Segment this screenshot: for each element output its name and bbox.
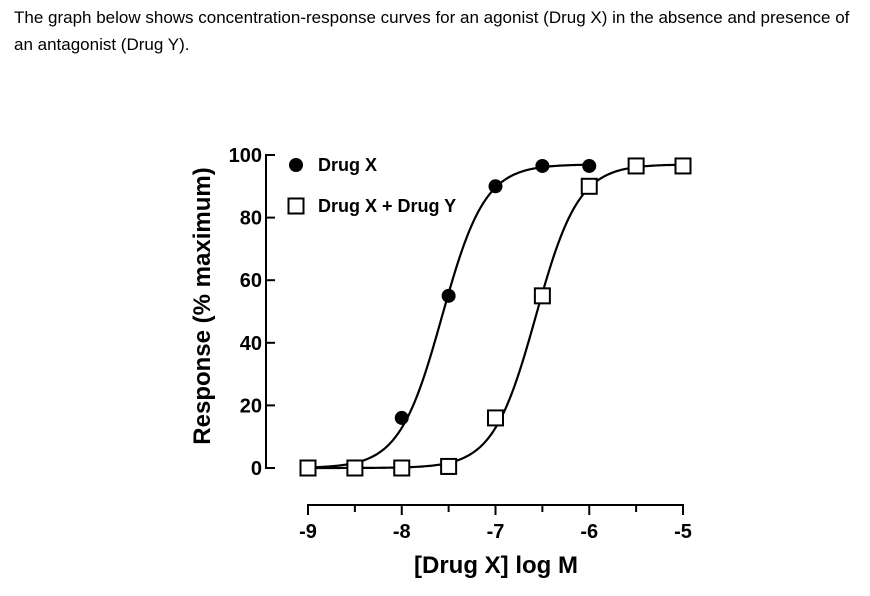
chart-legend: Drug X Drug X + Drug Y (287, 155, 456, 216)
y-tick-label: 0 (251, 458, 262, 480)
x-tick-label: -5 (674, 521, 692, 543)
x-axis-ticks: -9 -8 -7 -6 -5 (299, 504, 692, 543)
data-point-drug-x-plus-y (440, 457, 458, 475)
data-point-drug-x-plus-y (580, 177, 598, 195)
data-point-drug-x-plus-y (674, 157, 692, 175)
legend-marker-drug-x-plus-y (287, 197, 305, 215)
data-point-drug-x-plus-y (299, 459, 317, 477)
data-point-drug-x (582, 158, 597, 173)
x-tick-label: -8 (393, 521, 411, 543)
data-point-drug-x-plus-y (487, 409, 504, 427)
y-tick-label: 40 (240, 333, 262, 355)
data-point-drug-x (441, 288, 456, 303)
data-point-drug-x-plus-y (533, 287, 551, 305)
data-point-drug-x (535, 158, 550, 173)
data-point-drug-x (394, 410, 409, 425)
data-point-drug-x-plus-y (346, 459, 364, 477)
data-point-drug-x-plus-y (393, 459, 411, 477)
data-points (299, 157, 692, 477)
y-tick-label: 100 (229, 145, 262, 167)
y-tick-label: 80 (240, 208, 262, 230)
y-axis-ticks: 0 20 40 60 80 100 (229, 145, 275, 480)
chart-axes: 0 20 40 60 80 100 -9 -8 -7 -6 -5 (229, 145, 692, 543)
legend-marker-drug-x (289, 158, 303, 172)
x-tick-label: -9 (299, 521, 317, 543)
x-tick-label: -6 (580, 521, 598, 543)
legend-label: Drug X (318, 155, 377, 175)
x-axis-title: [Drug X] log M (414, 552, 578, 579)
y-axis-title: Response (% maximum) (189, 167, 216, 444)
data-point-drug-x (488, 179, 503, 194)
fitted-curve-series-2 (308, 163, 684, 470)
x-tick-label: -7 (487, 521, 505, 543)
question-text: The graph below shows concentration-resp… (14, 8, 850, 54)
legend-label: Drug X + Drug Y (318, 196, 456, 216)
y-tick-label: 60 (240, 270, 262, 292)
data-point-drug-x-plus-y (627, 157, 645, 175)
y-tick-label: 20 (240, 395, 262, 417)
